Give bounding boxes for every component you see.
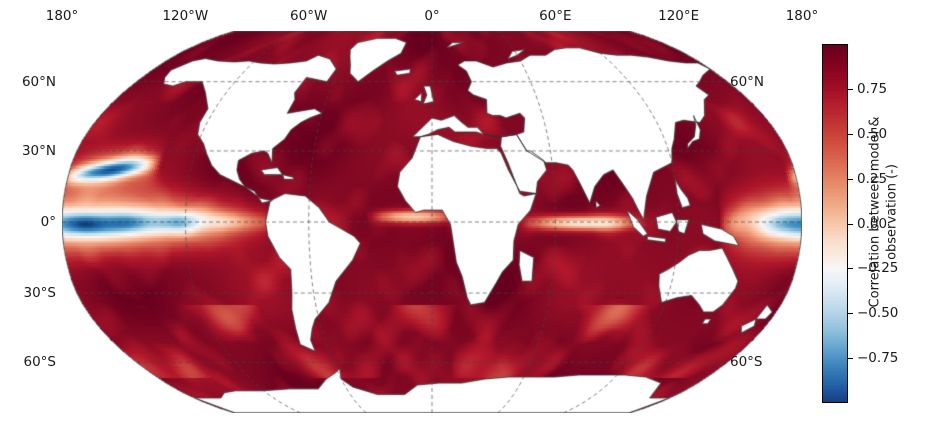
colorbar-tick-mark-4: [848, 268, 853, 270]
colorbar-tick-label-4: −0.25: [857, 260, 899, 277]
colorbar-tick-mark-3: [848, 223, 853, 225]
y-tick-label-right-1: 60°S: [730, 354, 763, 371]
colorbar-tick-mark-5: [848, 313, 853, 315]
colorbar-tick-label-3: 0.00: [857, 215, 888, 232]
y-tick-label-left-2: 0°: [40, 214, 56, 230]
y-tick-label-right-0: 60°N: [730, 73, 765, 90]
colorbar-tick-label-6: −0.75: [857, 350, 899, 367]
x-tick-label-6: 180°: [785, 8, 819, 24]
colorbar[interactable]: 0.75 0.50 0.25 0.00 −0.25 −0.50 −0.75: [822, 44, 898, 403]
x-tick-label-0: 180°: [45, 8, 79, 24]
colorbar-tick-label-2: 0.25: [857, 170, 888, 187]
x-tick-label-1: 120°W: [162, 8, 209, 24]
y-tick-label-left-3: 30°S: [23, 285, 57, 302]
colorbar-tick-mark-0: [848, 88, 853, 90]
x-tick-label-2: 60°W: [290, 8, 328, 24]
x-tick-label-4: 60°E: [539, 8, 572, 24]
x-tick-label-3: 0°: [424, 8, 440, 24]
colorbar-tick-label-1: 0.50: [857, 125, 888, 142]
coastlines-graticule-overlay: [62, 31, 802, 413]
colorbar-tick-mark-1: [848, 133, 853, 135]
y-tick-label-left-1: 30°N: [21, 142, 56, 159]
colorbar-gradient: [822, 44, 848, 403]
colorbar-tick-label-0: 0.75: [857, 80, 888, 97]
colorbar-tick-mark-6: [848, 358, 853, 360]
x-tick-label-5: 120°E: [658, 8, 700, 24]
colorbar-label-line-2: observation (-): [884, 164, 899, 260]
colorbar-tick-mark-2: [848, 178, 853, 180]
colorbar-tick-label-5: −0.50: [857, 305, 899, 322]
y-tick-label-left-4: 60°S: [23, 354, 57, 371]
map-plot-area[interactable]: [62, 31, 802, 413]
colorbar-axis-label: Correlation between model & observation …: [867, 117, 900, 308]
colorbar-label-line-1: Correlation between model &: [867, 116, 883, 308]
y-tick-label-left-0: 60°N: [21, 73, 56, 90]
